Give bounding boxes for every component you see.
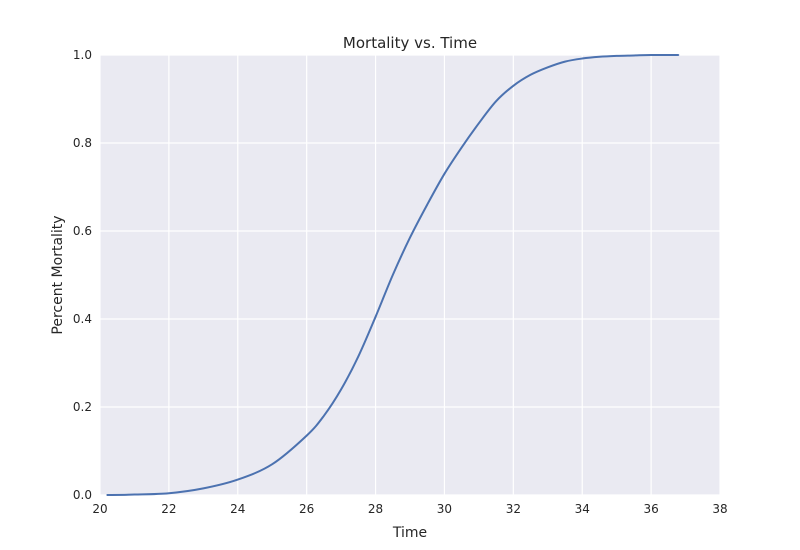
data-point bbox=[598, 56, 601, 58]
data-point bbox=[340, 388, 342, 390]
data-point bbox=[357, 355, 359, 357]
data-point bbox=[678, 54, 680, 56]
data-point bbox=[306, 435, 308, 437]
data-point bbox=[633, 54, 635, 57]
data-point bbox=[616, 55, 618, 57]
data-point bbox=[374, 316, 377, 318]
grid-lines bbox=[99, 54, 721, 496]
data-point bbox=[392, 274, 394, 276]
data-point bbox=[495, 100, 497, 102]
x-axis-label: Time bbox=[392, 525, 427, 541]
y-tick-label: 1.0 bbox=[73, 48, 92, 62]
chart-title: Mortality vs. Time bbox=[343, 34, 477, 52]
x-tick-label: 38 bbox=[712, 502, 727, 516]
data-point bbox=[547, 66, 549, 68]
data-point bbox=[478, 122, 480, 124]
data-point bbox=[512, 85, 514, 87]
y-tick-label: 0.2 bbox=[73, 400, 92, 414]
data-point bbox=[564, 61, 566, 63]
x-tick-label: 26 bbox=[299, 502, 314, 516]
x-tick-label: 28 bbox=[368, 502, 383, 516]
data-point bbox=[323, 415, 325, 417]
data-point bbox=[168, 492, 170, 494]
data-point bbox=[443, 173, 446, 175]
x-tick-label: 22 bbox=[161, 502, 176, 516]
data-point bbox=[650, 54, 652, 56]
y-tick-label: 0.6 bbox=[73, 224, 92, 238]
data-point bbox=[581, 57, 583, 60]
x-tick-label: 30 bbox=[437, 502, 452, 516]
data-point bbox=[271, 463, 273, 465]
x-tick-label: 36 bbox=[643, 502, 658, 516]
x-tick-labels: 20 22 24 26 28 30 32 34 36 38 bbox=[92, 502, 727, 516]
x-tick-label: 32 bbox=[506, 502, 521, 516]
data-point bbox=[133, 493, 136, 496]
x-tick-label: 24 bbox=[230, 502, 245, 516]
y-tick-label: 0.0 bbox=[73, 488, 92, 502]
y-tick-label: 0.8 bbox=[73, 136, 92, 150]
data-point bbox=[426, 204, 428, 206]
plot-area bbox=[100, 55, 720, 495]
mortality-line bbox=[106, 53, 679, 496]
data-point bbox=[202, 487, 204, 489]
y-tick-labels: 0.0 0.2 0.4 0.6 0.8 1.0 bbox=[73, 48, 92, 502]
data-point bbox=[409, 237, 411, 239]
y-axis-label: Percent Mortality bbox=[50, 215, 66, 334]
series-group bbox=[106, 53, 680, 496]
data-point bbox=[237, 479, 239, 481]
y-tick-label: 0.4 bbox=[73, 312, 92, 326]
x-tick-label: 34 bbox=[575, 502, 590, 516]
x-tick-label: 20 bbox=[92, 502, 107, 516]
data-point bbox=[461, 146, 463, 148]
data-point bbox=[529, 74, 532, 76]
data-point bbox=[106, 494, 108, 496]
